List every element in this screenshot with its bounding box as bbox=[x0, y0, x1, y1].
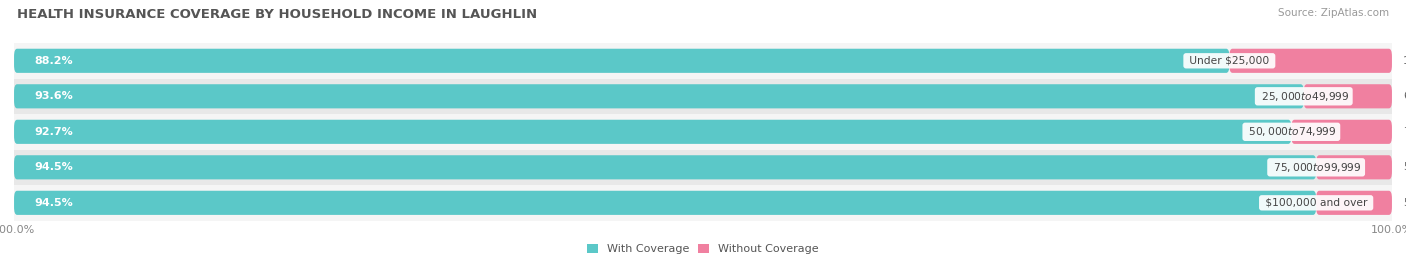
Bar bbox=[14, 185, 1392, 221]
Text: 5.5%: 5.5% bbox=[1403, 198, 1406, 208]
FancyBboxPatch shape bbox=[14, 155, 1316, 179]
FancyBboxPatch shape bbox=[1229, 49, 1392, 73]
Text: Source: ZipAtlas.com: Source: ZipAtlas.com bbox=[1278, 8, 1389, 18]
FancyBboxPatch shape bbox=[1291, 120, 1392, 144]
Text: 7.3%: 7.3% bbox=[1403, 127, 1406, 137]
Text: 93.6%: 93.6% bbox=[35, 91, 73, 101]
Text: Under $25,000: Under $25,000 bbox=[1187, 56, 1272, 66]
Text: HEALTH INSURANCE COVERAGE BY HOUSEHOLD INCOME IN LAUGHLIN: HEALTH INSURANCE COVERAGE BY HOUSEHOLD I… bbox=[17, 8, 537, 21]
Text: 11.8%: 11.8% bbox=[1403, 56, 1406, 66]
Text: 92.7%: 92.7% bbox=[35, 127, 73, 137]
Text: 6.4%: 6.4% bbox=[1403, 91, 1406, 101]
FancyBboxPatch shape bbox=[1316, 155, 1392, 179]
Bar bbox=[14, 114, 1392, 150]
FancyBboxPatch shape bbox=[14, 84, 1303, 108]
Text: $100,000 and over: $100,000 and over bbox=[1261, 198, 1371, 208]
FancyBboxPatch shape bbox=[14, 191, 1316, 215]
FancyBboxPatch shape bbox=[1303, 84, 1392, 108]
Text: 94.5%: 94.5% bbox=[35, 162, 73, 172]
Text: $75,000 to $99,999: $75,000 to $99,999 bbox=[1270, 161, 1362, 174]
FancyBboxPatch shape bbox=[1316, 191, 1392, 215]
FancyBboxPatch shape bbox=[14, 49, 1229, 73]
Legend: With Coverage, Without Coverage: With Coverage, Without Coverage bbox=[588, 244, 818, 254]
Text: 5.5%: 5.5% bbox=[1403, 162, 1406, 172]
Text: $50,000 to $74,999: $50,000 to $74,999 bbox=[1246, 125, 1337, 138]
Bar bbox=[14, 79, 1392, 114]
Text: $25,000 to $49,999: $25,000 to $49,999 bbox=[1257, 90, 1350, 103]
FancyBboxPatch shape bbox=[14, 120, 1291, 144]
Bar bbox=[14, 150, 1392, 185]
Text: 88.2%: 88.2% bbox=[35, 56, 73, 66]
Bar bbox=[14, 43, 1392, 79]
Text: 94.5%: 94.5% bbox=[35, 198, 73, 208]
